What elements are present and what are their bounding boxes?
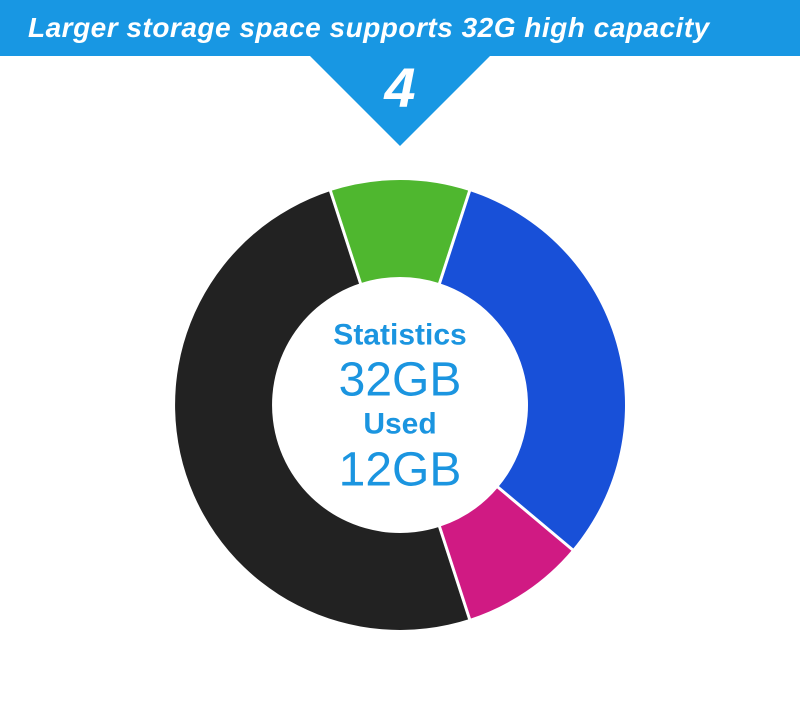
statistics-value: 32GB <box>333 352 466 407</box>
donut-segment-blue <box>440 191 625 550</box>
section-number: 4 <box>384 60 415 116</box>
donut-chart: Statistics 32GB Used 12GB <box>175 180 625 635</box>
used-label: Used <box>333 408 466 443</box>
header-banner: Larger storage space supports 32G high c… <box>0 0 800 56</box>
used-value: 12GB <box>333 442 466 497</box>
banner-title: Larger storage space supports 32G high c… <box>28 12 710 44</box>
statistics-label: Statistics <box>333 318 466 353</box>
chart-area: Statistics 32GB Used 12GB <box>0 180 800 635</box>
donut-center-labels: Statistics 32GB Used 12GB <box>333 318 466 497</box>
